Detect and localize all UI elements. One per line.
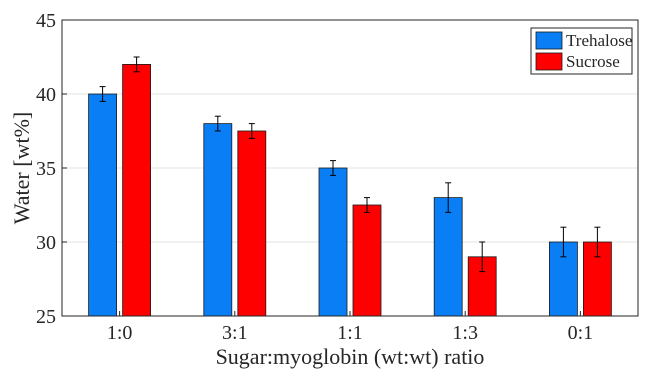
error-bar [330,160,336,176]
bar-trehalose-1-0 [88,93,117,317]
y-tick-label: 35 [36,158,56,180]
x-tick-label: 1:1 [337,322,363,344]
error-bar [99,86,106,102]
y-tick-label: 30 [36,232,56,254]
error-bar [594,226,601,258]
y-axis-label: Water [wt%] [9,112,34,224]
bar-trehalose-1-1 [318,167,348,317]
error-bar [445,182,452,213]
y-tick-label: 25 [36,306,56,328]
x-axis-label: Sugar:myoglobin (wt:wt) ratio [216,344,485,369]
y-tick-label: 45 [36,10,56,32]
bar-sucrose-1-1 [352,204,382,317]
legend-swatch [535,31,563,50]
x-axis: 1:0 3:1 1:1 1:3 0:1 [107,311,593,344]
legend: Trehalose Sucrose [530,27,633,75]
y-axis: 25 30 35 40 45 [36,10,67,328]
x-tick-label: 1:3 [452,322,478,344]
legend-label: Sucrose [566,52,620,71]
error-bars [99,56,601,273]
bars [88,64,612,317]
error-bar [560,226,567,258]
gridlines [62,93,638,243]
error-bar [133,56,140,73]
y-tick-label: 40 [36,84,56,106]
bar-trehalose-1-3 [433,197,463,317]
error-bar [364,197,370,213]
legend-label: Trehalose [566,31,632,50]
x-tick-label: 1:0 [107,322,133,344]
x-tick-label: 3:1 [222,322,248,344]
bar-sucrose-3-1 [237,130,267,317]
legend-swatch [535,52,563,71]
error-bar [214,115,221,132]
bar-sucrose-1-0 [122,64,151,317]
error-bar [248,123,255,139]
error-bar [479,241,486,273]
x-tick-label: 0:1 [568,322,594,344]
bar-trehalose-3-1 [203,123,233,317]
